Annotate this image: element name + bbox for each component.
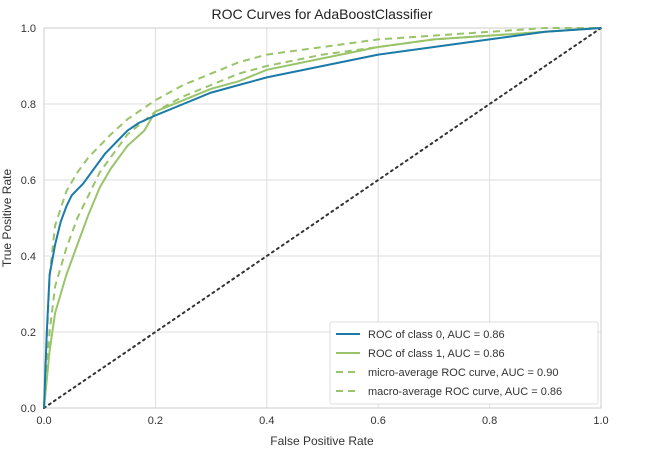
y-tick-label: 0.8	[21, 99, 36, 111]
legend: ROC of class 0, AUC = 0.86 ROC of class 1…	[329, 321, 599, 405]
chart-title: ROC Curves for AdaBoostClassifier	[212, 6, 433, 22]
roc-series-line	[43, 27, 601, 409]
legend-box	[329, 321, 599, 405]
x-tick-label: 0.8	[482, 415, 497, 427]
legend-entry-label: ROC of class 0, AUC = 0.86	[368, 329, 505, 341]
legend-entry-label: macro-average ROC curve, AUC = 0.86	[368, 386, 562, 398]
y-tick-label: 0.2	[21, 327, 36, 339]
tick-labels: 0.0 0.2 0.4 0.6 0.8 1.0 0.0 0.2 0.4 0.6 0.8 1.0	[21, 23, 609, 427]
x-tick-label: 0.4	[259, 415, 274, 427]
roc-series-line	[43, 27, 602, 409]
x-tick-label: 0.0	[36, 415, 51, 427]
y-tick-label: 0.6	[21, 175, 36, 187]
y-tick-label: 1.0	[21, 23, 36, 35]
x-tick-label: 0.6	[371, 415, 386, 427]
y-tick-label: 0.4	[21, 251, 36, 263]
x-axis-title: False Positive Rate	[270, 434, 374, 448]
chance-diagonal-line	[43, 27, 602, 409]
x-tick-label: 0.2	[148, 415, 163, 427]
roc-curves	[43, 27, 602, 409]
y-axis-title: True Positive Rate	[0, 169, 14, 268]
roc-series-line	[43, 27, 602, 409]
legend-entry-label: micro-average ROC curve, AUC = 0.90	[368, 367, 558, 379]
x-tick-label: 1.0	[593, 415, 608, 427]
grid-lines	[43, 27, 602, 409]
legend-entry-label: ROC of class 1, AUC = 0.86	[368, 348, 505, 360]
plot-frame	[43, 27, 602, 409]
axes	[43, 27, 602, 409]
y-tick-label: 0.0	[21, 403, 36, 415]
